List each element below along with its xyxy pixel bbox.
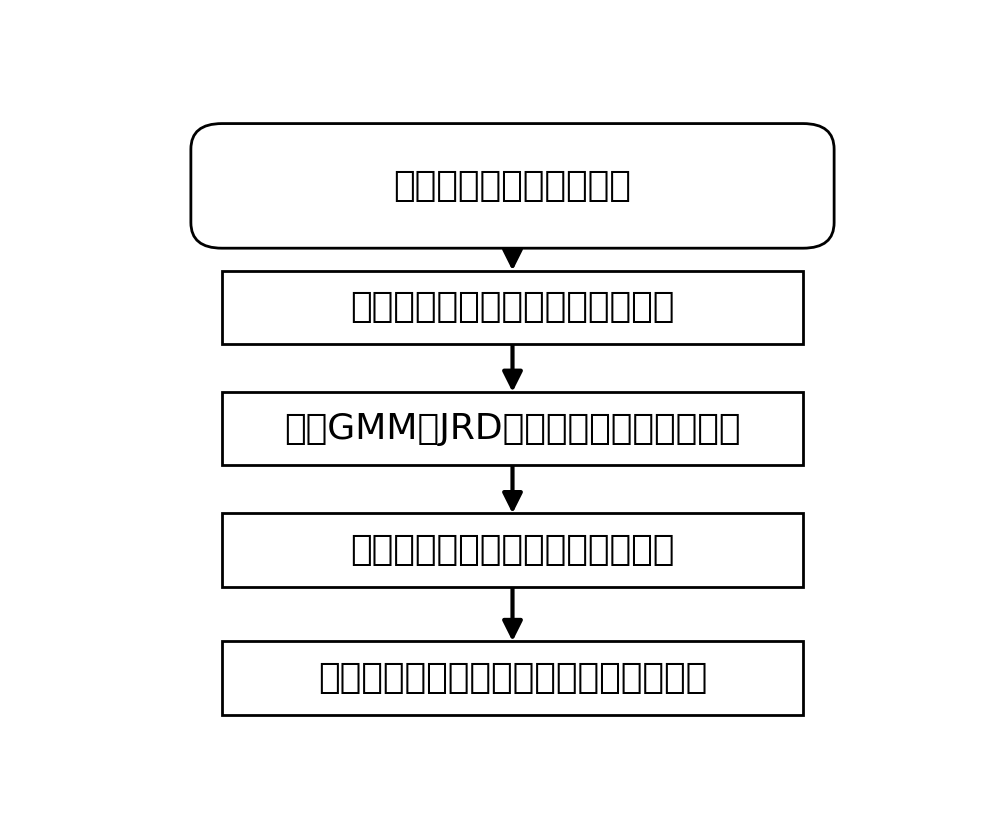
Text: 轴承全生命周期信号获取: 轴承全生命周期信号获取 bbox=[394, 168, 631, 203]
Bar bbox=[222, 642, 803, 715]
Text: 基于样本寿命与相似性绘制轴承剩余寿命: 基于样本寿命与相似性绘制轴承剩余寿命 bbox=[318, 661, 707, 695]
FancyBboxPatch shape bbox=[191, 124, 834, 248]
Text: 基于相似性匹配优化理论查询字典: 基于相似性匹配优化理论查询字典 bbox=[350, 533, 675, 567]
Text: 根据轴承信号特点构建复合字典集: 根据轴承信号特点构建复合字典集 bbox=[350, 290, 675, 325]
Bar bbox=[222, 392, 803, 466]
Text: 基于GMM与JRD对轴承信号进行特征提取: 基于GMM与JRD对轴承信号进行特征提取 bbox=[284, 412, 741, 446]
Bar bbox=[222, 271, 803, 344]
Bar bbox=[222, 514, 803, 587]
